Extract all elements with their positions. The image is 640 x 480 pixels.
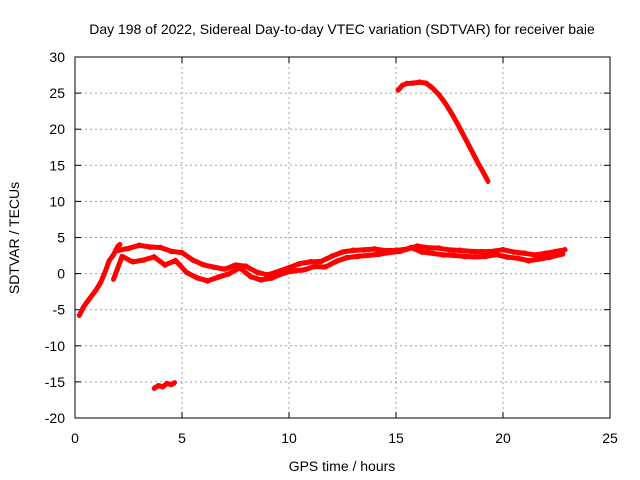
y-tick-label: 10 (49, 193, 65, 209)
x-tick-label: 10 (281, 430, 297, 446)
x-tick-label: 15 (388, 430, 404, 446)
y-tick-label: -15 (45, 374, 65, 390)
axis-ticks (74, 56, 611, 419)
series-track-high-arc-band (396, 79, 490, 185)
x-tick-label: 25 (602, 430, 618, 446)
grid-lines (75, 57, 610, 418)
y-tick-label: 20 (49, 121, 65, 137)
y-tick-label: -10 (45, 338, 65, 354)
y-tick-label: -20 (45, 410, 65, 426)
data-series (76, 79, 568, 391)
y-tick-label: 30 (49, 49, 65, 65)
y-axis-label: SDTVAR / TECUs (6, 182, 22, 294)
x-tick-label: 20 (495, 430, 511, 446)
series-track-low-segment-band (152, 381, 176, 389)
tick-labels: 0 5 10 15 20 25 -20 -15 -10 -5 0 5 10 15 20 25 30 (45, 49, 618, 446)
y-tick-label: 0 (57, 266, 65, 282)
series-track-main-lower-band (112, 244, 565, 284)
series-track-low-start-band (77, 241, 122, 316)
x-tick-label: 0 (71, 430, 79, 446)
series-track-high-arc (395, 79, 491, 184)
y-tick-label: -5 (53, 302, 66, 318)
x-axis-label: GPS time / hours (289, 458, 396, 474)
series-track-main-upper-band (116, 242, 567, 276)
y-tick-label: 5 (57, 230, 65, 246)
x-tick-label: 5 (178, 430, 186, 446)
y-tick-label: 15 (49, 157, 65, 173)
chart-title: Day 198 of 2022, Sidereal Day-to-day VTE… (89, 21, 595, 37)
y-tick-label: 25 (49, 85, 65, 101)
